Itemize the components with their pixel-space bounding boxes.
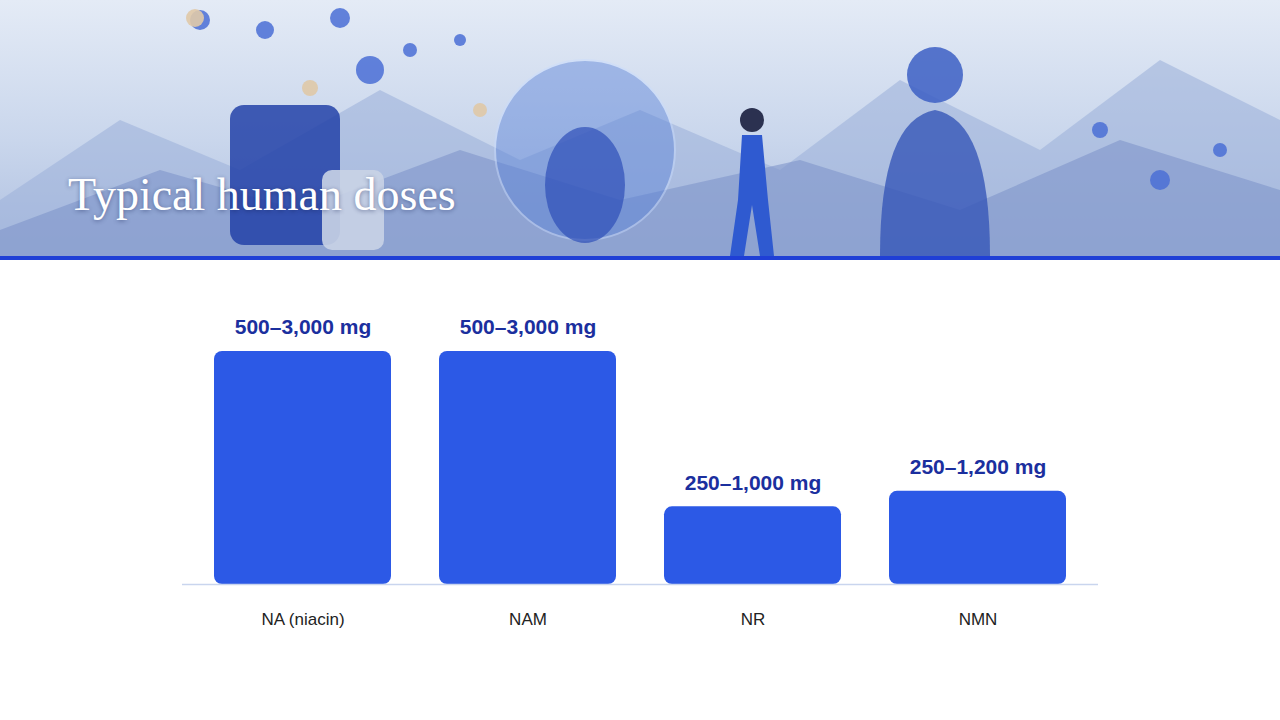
svg-text:NMN: NMN <box>959 610 998 629</box>
svg-text:500–3,000 mg: 500–3,000 mg <box>235 315 372 338</box>
svg-text:NA (niacin): NA (niacin) <box>261 610 344 629</box>
svg-text:NR: NR <box>741 610 766 629</box>
svg-text:250–1,200 mg: 250–1,200 mg <box>910 455 1047 478</box>
svg-text:250–1,000 mg: 250–1,000 mg <box>685 471 822 494</box>
svg-text:NAM: NAM <box>509 610 547 629</box>
svg-text:500–3,000 mg: 500–3,000 mg <box>460 315 597 338</box>
html-text:Typical human doses: Typical human doses <box>68 169 456 220</box>
